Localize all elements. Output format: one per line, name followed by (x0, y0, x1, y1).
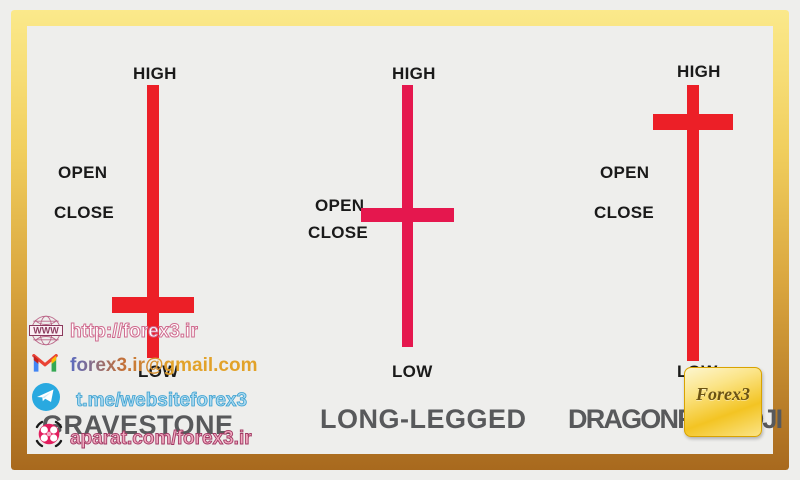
svg-text:WWW: WWW (33, 325, 59, 335)
